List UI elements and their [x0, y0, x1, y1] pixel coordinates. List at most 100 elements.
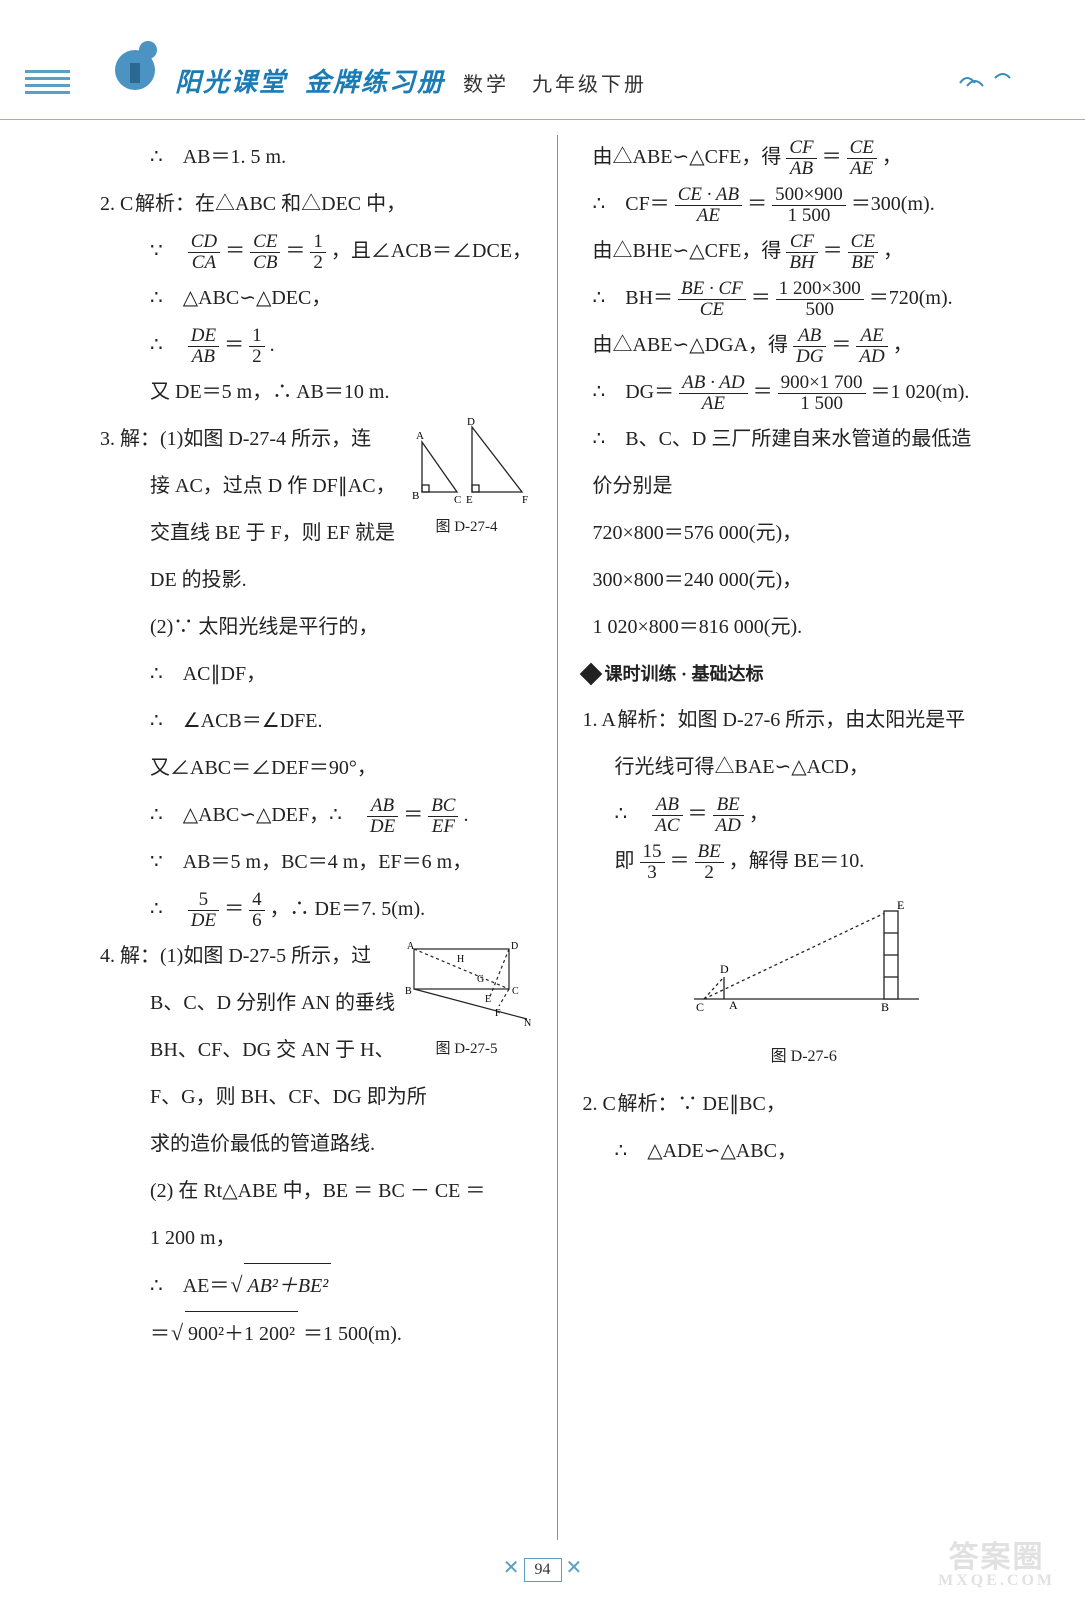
pt: E: [897, 898, 904, 912]
text-line: 又∠ABC＝∠DEF＝90°，: [90, 746, 537, 790]
q-num: 3. 解：: [100, 428, 160, 450]
n: CF: [786, 138, 816, 159]
n: CE: [847, 138, 877, 159]
d: CB: [250, 253, 280, 273]
n: 1 200×300: [776, 279, 864, 300]
page-footer: ✕ 94 ✕: [0, 1555, 1085, 1582]
n: CE: [250, 232, 280, 253]
text-line: 2. C 解析：∵ DE∥BC，: [583, 1082, 1026, 1126]
figure-d-27-6: A B C D E 图 D-27-6: [583, 889, 1026, 1074]
t: ＝: [224, 334, 244, 356]
d: 2: [695, 863, 724, 883]
t: ∴: [150, 334, 183, 356]
t: ，: [893, 334, 913, 356]
header-rule-lines: [25, 70, 70, 98]
t: 解析：∵ DE∥BC，: [618, 1093, 786, 1115]
pt: N: [524, 1018, 531, 1029]
text-line: 又 DE＝5 m，∴ AB＝10 m.: [90, 370, 537, 414]
d: EF: [428, 817, 458, 837]
t: ＝: [224, 898, 244, 920]
text-line: ∴ △ADE∽△ABC，: [583, 1129, 1026, 1173]
d: 500: [776, 300, 864, 320]
d: DE: [367, 817, 398, 837]
text-line: 即 153 ＝ BE2 ，解得 BE＝10.: [583, 839, 1026, 883]
header-logo-icon: [100, 28, 170, 98]
text-line: ∴ AC∥DF，: [90, 652, 537, 696]
t: 解析：如图 D-27-6 所示，由太阳光是平: [618, 709, 966, 731]
pt: A: [729, 998, 738, 1012]
t: ＝1 020(m).: [871, 381, 970, 403]
d: DG: [793, 347, 826, 367]
text-line: (2)∵ 太阳光线是平行的，: [90, 605, 537, 649]
n: 4: [249, 890, 265, 911]
t: ＝: [831, 334, 851, 356]
text-line: 300×800＝240 000(元)，: [583, 558, 1026, 602]
title-main-1: 阳光课堂: [175, 62, 287, 99]
text-line: ∴ AE＝ AB²＋BE²: [90, 1263, 537, 1308]
section-heading: 课时训练 · 基础达标: [583, 655, 1026, 695]
t: (1)如图 D-27-5 所示，过: [160, 945, 371, 967]
footer-deco-right: ✕: [566, 1557, 583, 1579]
text-line: (2) 在 Rt△ABE 中，BE ＝ BC － CE ＝: [90, 1169, 537, 1213]
n: BE · CF: [678, 279, 746, 300]
n: AE: [856, 326, 887, 347]
content-area: ∴ AB＝1. 5 m. 2. C 解析：在△ABC 和△DEC 中， ∵ CD…: [0, 135, 1085, 1540]
t: ∴ DG＝: [593, 381, 675, 403]
n: AB · AD: [679, 373, 747, 394]
watermark-text: 答案圈: [938, 1542, 1055, 1574]
text-line: ＝ 900²＋1 200² ＝1 500(m).: [90, 1311, 537, 1356]
rad: 900²＋1 200²: [185, 1311, 298, 1356]
n: CE · AB: [675, 185, 742, 206]
t: ，: [882, 146, 902, 168]
text-line: ∴ DG＝ AB · ADAE ＝ 900×1 7001 500 ＝1 020(…: [583, 370, 1026, 414]
d: CE: [678, 300, 746, 320]
t: ∴ △ABC∽△DEF，∴: [150, 804, 362, 826]
q-num: 2. C: [583, 1082, 613, 1126]
fig-caption: 图 D-27-6: [583, 1039, 1026, 1074]
n: 900×1 700: [778, 373, 866, 394]
text-line: ∴ 5DE ＝ 46 ，∴ DE＝7. 5(m).: [90, 887, 537, 931]
pt: A: [407, 941, 415, 952]
d: BE: [848, 253, 878, 273]
d: AE: [679, 394, 747, 414]
header-titles: 阳光课堂 金牌练习册 数学 九年级下册: [175, 62, 647, 99]
text-line: 1. A 解析：如图 D-27-6 所示，由太阳光是平: [583, 698, 1026, 742]
pt: G: [477, 974, 484, 985]
d: 2: [310, 253, 326, 273]
t: ＝: [225, 240, 245, 262]
t: ，: [883, 240, 903, 262]
title-subject: 数学 九年级下册: [463, 68, 647, 97]
text-line: ∴ ∠ACB＝∠DFE.: [90, 699, 537, 743]
t: ∴: [615, 803, 648, 825]
n: AB: [652, 795, 682, 816]
n: 15: [640, 842, 665, 863]
pt: D: [720, 962, 729, 976]
d: BH: [786, 253, 817, 273]
fig-caption: 图 D-27-5: [435, 1041, 497, 1057]
text-line: ∴ B、C、D 三厂所建自来水管道的最低造: [583, 417, 1026, 461]
text-line: F、G，则 BH、CF、DG 即为所: [90, 1075, 537, 1119]
n: 1: [249, 326, 265, 347]
t: ＝1 500(m).: [303, 1323, 402, 1345]
pt: E: [485, 994, 491, 1005]
pt: D: [511, 941, 518, 952]
text-line: 1 200 m，: [90, 1216, 537, 1260]
t: ＝: [753, 381, 773, 403]
pt: H: [457, 954, 464, 965]
t: ＝: [150, 1323, 170, 1345]
pt: E: [466, 494, 473, 506]
text-line: ∴ △ABC∽△DEF，∴ ABDE ＝ BCEF .: [90, 793, 537, 837]
t: 由△ABE∽△CFE，得: [593, 146, 782, 168]
t: ＝: [688, 803, 708, 825]
t: 即: [615, 850, 635, 872]
text-line: ∴ CF＝ CE · ABAE ＝ 500×9001 500 ＝300(m).: [583, 182, 1026, 226]
t: .: [463, 804, 468, 826]
t: ，且∠ACB＝∠DCE，: [331, 240, 532, 262]
n: 1: [310, 232, 326, 253]
t: ＝: [823, 240, 843, 262]
pt: A: [416, 430, 424, 442]
text-line: ∴ AB＝1. 5 m.: [90, 135, 537, 179]
t: ，∴ DE＝7. 5(m).: [270, 898, 426, 920]
text-line: 由△ABE∽△CFE，得 CFAB ＝ CEAE ，: [583, 135, 1026, 179]
n: AB: [793, 326, 826, 347]
